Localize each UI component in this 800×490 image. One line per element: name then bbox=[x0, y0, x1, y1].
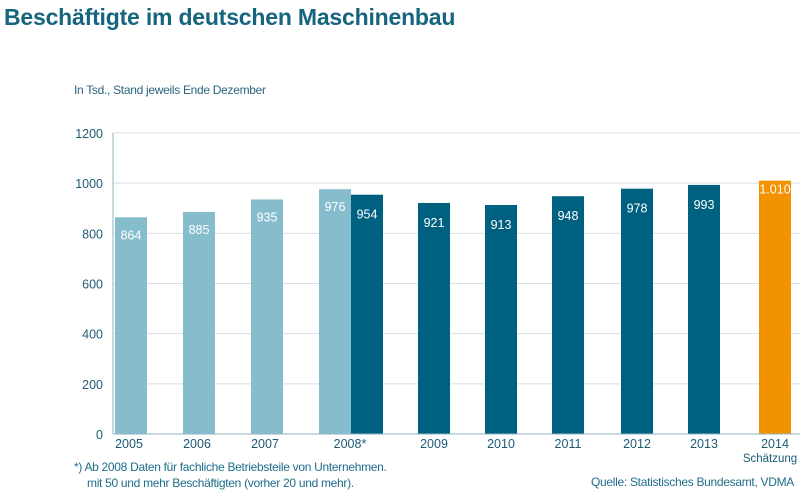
x-tick-label: 2007 bbox=[251, 437, 279, 451]
bar-2008-new bbox=[351, 194, 383, 434]
data-label: 885 bbox=[189, 223, 210, 237]
data-label: 1.010 bbox=[759, 183, 790, 197]
bar-2013-new bbox=[688, 184, 720, 434]
y-tick-label: 1200 bbox=[75, 127, 103, 141]
chart-title: Beschäftigte im deutschen Maschinenbau bbox=[4, 4, 456, 30]
data-label: 976 bbox=[325, 200, 346, 214]
estimate-note: Schätzung bbox=[743, 453, 797, 465]
bar-2010-new bbox=[485, 204, 517, 434]
source-note: Quelle: Statistisches Bundesamt, VDMA bbox=[591, 475, 794, 489]
x-tick-label: 2011 bbox=[555, 437, 582, 451]
bar-2012-new bbox=[621, 188, 653, 434]
bar-2007-old bbox=[251, 199, 283, 434]
bar-2014-estimate bbox=[759, 180, 791, 434]
x-tick-label: 2005 bbox=[115, 437, 143, 451]
x-tick-label: 2009 bbox=[420, 437, 448, 451]
y-tick-label: 0 bbox=[96, 428, 103, 442]
y-tick-label: 600 bbox=[82, 278, 103, 292]
data-label: 978 bbox=[627, 202, 648, 216]
y-axis-label: In Tsd., Stand jeweils Ende Dezember bbox=[74, 83, 266, 97]
bar-2011-new bbox=[552, 196, 584, 434]
x-tick-label: 2008* bbox=[334, 437, 367, 451]
data-label: 993 bbox=[694, 198, 715, 212]
data-label: 921 bbox=[424, 216, 445, 230]
data-label: 948 bbox=[558, 209, 579, 223]
bar-2008-old bbox=[319, 189, 351, 434]
bar-2006-old bbox=[183, 212, 215, 434]
data-label: 864 bbox=[121, 228, 142, 242]
bar-2009-new bbox=[418, 202, 450, 434]
x-tick-label: 2012 bbox=[623, 437, 651, 451]
data-label: 913 bbox=[491, 218, 512, 232]
y-tick-label: 400 bbox=[82, 328, 103, 342]
footnote-line-2: mit 50 und mehr Beschäftigten (vorher 20… bbox=[87, 476, 354, 490]
x-tick-label: 2006 bbox=[183, 437, 211, 451]
x-tick-label: 2014 bbox=[761, 437, 789, 451]
footnote-line-1: *) Ab 2008 Daten für fachliche Betriebst… bbox=[74, 460, 387, 474]
x-tick-label: 2013 bbox=[690, 437, 718, 451]
y-tick-label: 1000 bbox=[75, 177, 103, 191]
bar-2005-old bbox=[115, 217, 147, 434]
data-label: 935 bbox=[257, 210, 278, 224]
data-label: 954 bbox=[357, 208, 378, 222]
y-tick-label: 800 bbox=[82, 227, 103, 241]
x-tick-label: 2010 bbox=[487, 437, 515, 451]
y-tick-label: 200 bbox=[82, 378, 103, 392]
